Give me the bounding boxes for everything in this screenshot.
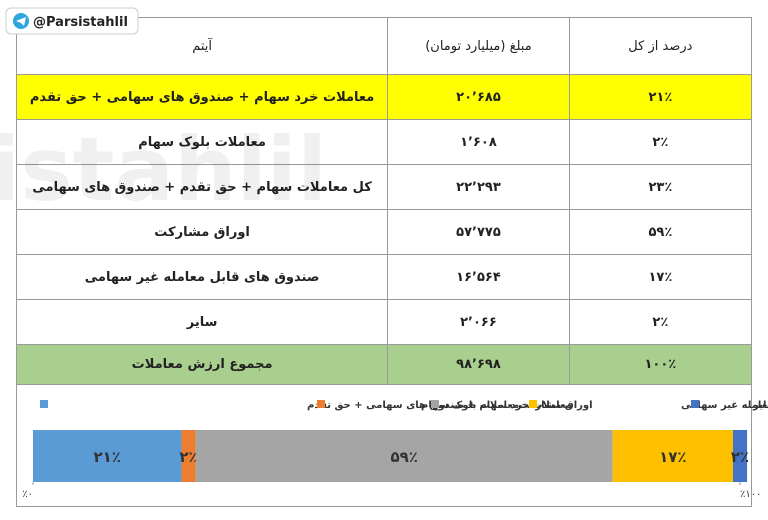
table-cell: ۵۷٬۷۷۵ [387, 209, 570, 255]
legend-swatch [691, 400, 699, 408]
table-cell: معاملات بلوک سهام [15, 119, 389, 165]
table-cell: ۱٬۶۰۸ [387, 119, 570, 165]
legend-label: معاملات بلوک سهام [421, 400, 519, 411]
x-tick-label: ٪۰ [22, 489, 33, 500]
table-cell: درصد از کل [568, 17, 753, 75]
legend-swatch [529, 400, 537, 408]
table-row: کل معاملات سهام + حق تقدم + صندوق های سه… [15, 164, 753, 210]
table-cell: ۵۹٪ [568, 209, 753, 255]
legend-swatch [40, 400, 48, 408]
table-cell: معاملات خرد سهام + صندوق های سهامی + حق … [15, 74, 389, 120]
table-cell: مبلغ (میلیارد تومان) [387, 17, 570, 75]
table-cell: مجموع ارزش معاملات [15, 344, 389, 385]
table-row: اوراق مشارکت ۵۷٬۷۷۵ ۵۹٪ [15, 209, 753, 255]
table-cell: ۲۳٪ [568, 164, 753, 210]
bar-segment [195, 430, 613, 482]
watermark: istahlil [0, 118, 327, 221]
bar-segment [33, 430, 182, 482]
badge-box [5, 7, 139, 35]
bar-segment [612, 430, 733, 482]
badge-text: @Parsistahlil [33, 15, 128, 30]
table-cell: صندوق های قابل معامله غیر سهامی [15, 254, 389, 300]
table-cell: ۱۰۰٪ [568, 344, 753, 385]
legend-label: اوراق مشارکت [519, 400, 593, 411]
table-row: مجموع ارزش معاملات ۹۸٬۶۹۸ ۱۰۰٪ [15, 344, 753, 385]
data-label: ۵۹٪ [390, 448, 417, 466]
table-cell: ۲٬۰۶۶ [387, 299, 570, 345]
table-cell: ۱۶٬۵۶۴ [387, 254, 570, 300]
table-cell: ۲۰٬۶۸۵ [387, 74, 570, 120]
table-cell: ۱۷٪ [568, 254, 753, 300]
legend-swatch [317, 400, 325, 408]
data-label: ۲٪ [731, 448, 749, 466]
telegram-plane [16, 17, 26, 26]
table-cell: ۲٪ [568, 299, 753, 345]
legend-label: معاملات خرد سهام + صندوق های سهامی + حق … [307, 400, 572, 411]
table-cell: ۹۸٬۶۹۸ [387, 344, 570, 385]
data-label: ۲٪ [179, 448, 197, 466]
table-row: معاملات بلوک سهام ۱٬۶۰۸ ۲٪ [15, 119, 753, 165]
data-label: ۲۱٪ [94, 448, 121, 466]
legend-swatch [431, 400, 439, 408]
data-label: ۱۷٪ [659, 448, 686, 466]
bar-segment [181, 430, 196, 482]
table-cell: کل معاملات سهام + حق تقدم + صندوق های سه… [15, 164, 389, 210]
table-row: آیتم مبلغ (میلیارد تومان) درصد از کل [15, 17, 753, 75]
table-cell: اوراق مشارکت [15, 209, 389, 255]
legend-label: صندوق های قابل معامله غیر سهامی [681, 400, 768, 411]
data-table: آیتم مبلغ (میلیارد تومان) درصد از کل معاملا… [15, 17, 753, 385]
x-tick-label: ٪۱۰۰ [740, 489, 761, 500]
legend-label: سایر [752, 400, 768, 411]
table-row: معاملات خرد سهام + صندوق های سهامی + حق … [15, 74, 753, 120]
table-row: صندوق های قابل معامله غیر سهامی ۱۶٬۵۶۴ ۱۷٪ [15, 254, 753, 300]
table-cell: ۲۱٪ [568, 74, 753, 120]
bar-segment [732, 430, 748, 482]
